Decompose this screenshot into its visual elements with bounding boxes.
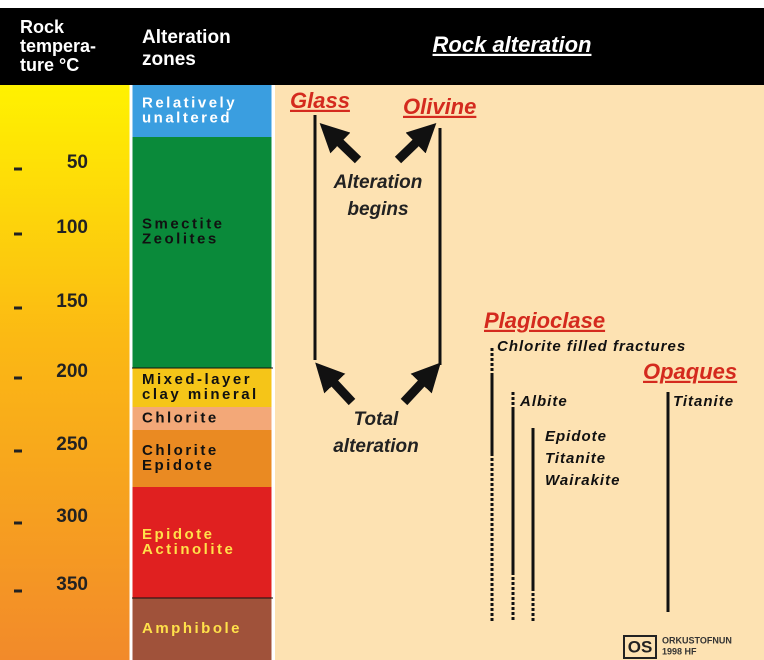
arrow	[319, 123, 362, 164]
header-bar	[0, 8, 764, 85]
temperature-label: 300	[56, 506, 88, 527]
header-title: Rock alteration	[433, 32, 592, 57]
zone	[132, 407, 273, 430]
label: Alteration	[333, 172, 423, 193]
temperature-label: 50	[67, 152, 88, 173]
mineral: Glass	[290, 88, 350, 113]
arrow	[400, 362, 441, 406]
temperature-label: 250	[56, 434, 88, 455]
temperature-column	[0, 85, 130, 660]
arrow	[315, 362, 356, 406]
logo-text: 1998 HF	[662, 646, 697, 656]
label: alteration	[333, 436, 419, 457]
zone-label: Epidote	[142, 457, 215, 474]
zone-label: clay mineral	[142, 386, 259, 403]
zone-label: Chlorite	[142, 442, 219, 459]
zone-label: Actinolite	[142, 541, 235, 558]
header-text: ture °C	[20, 55, 79, 75]
label: Total	[354, 409, 399, 430]
label: Chlorite filled fractures	[497, 338, 686, 355]
arrow	[394, 123, 437, 164]
zone	[132, 430, 273, 487]
header-text: Alteration	[142, 27, 231, 48]
zone	[132, 487, 273, 598]
header-text: tempera-	[20, 36, 96, 56]
zone	[132, 137, 273, 368]
header-text: zones	[142, 49, 196, 70]
mineral: Olivine	[403, 94, 476, 119]
label: Albite	[519, 393, 568, 410]
zone-label: Zeolites	[142, 230, 219, 247]
zone	[132, 368, 273, 407]
zone-label: Smectite	[142, 215, 225, 232]
header-text: Rock	[20, 17, 65, 37]
zone	[132, 85, 273, 137]
zone-label: unaltered	[142, 109, 232, 126]
logo-text: ORKUSTOFNUN	[662, 635, 732, 645]
logo-box	[623, 635, 657, 659]
temperature-label: 200	[56, 361, 88, 382]
label: Epidote	[545, 428, 607, 445]
temperature-label: 100	[56, 217, 88, 238]
label: Titanite	[673, 393, 734, 410]
alteration-area	[275, 85, 764, 660]
label: begins	[347, 199, 408, 220]
temperature-label: 150	[56, 291, 88, 312]
temperature-label: 350	[56, 574, 88, 595]
zone	[132, 598, 273, 660]
label: Titanite	[545, 450, 606, 467]
content	[129, 85, 670, 660]
logo-mark: OS	[628, 637, 653, 656]
mineral: Plagioclase	[484, 308, 605, 333]
zone-label: Epidote	[142, 526, 215, 543]
label: Wairakite	[545, 472, 620, 489]
zone-label: Chlorite	[142, 409, 219, 426]
mineral: Opaques	[643, 359, 737, 384]
zone-label: Relatively	[142, 94, 237, 111]
zone-label: Amphibole	[142, 620, 242, 637]
zone-label: Mixed-layer	[142, 371, 252, 388]
